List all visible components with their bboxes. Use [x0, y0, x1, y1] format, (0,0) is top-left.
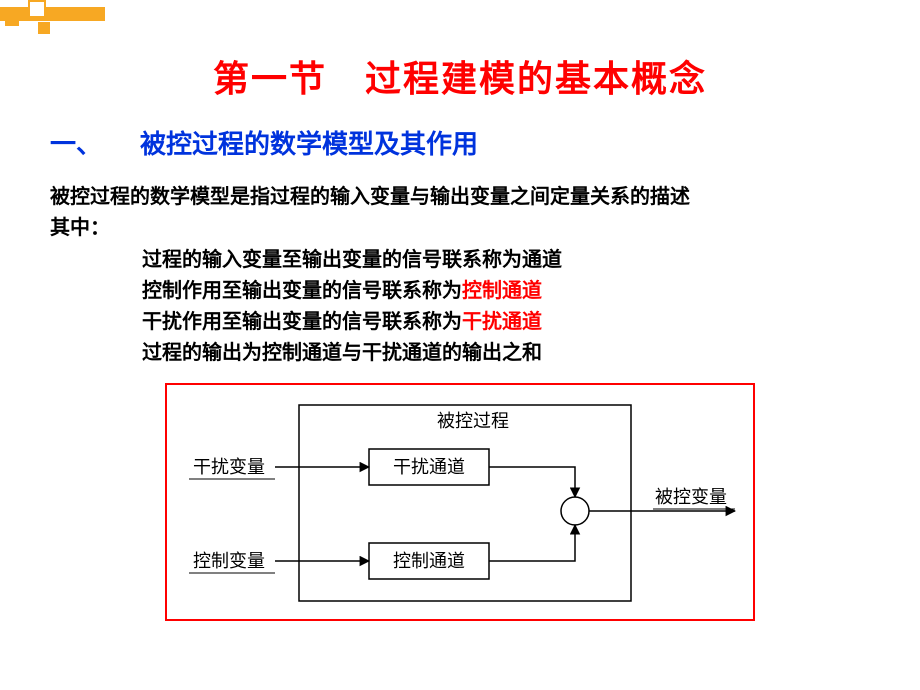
section-text: 被控过程的数学模型及其作用: [140, 129, 478, 159]
svg-text:控制变量: 控制变量: [193, 551, 265, 571]
block-diagram: 被控过程干扰通道控制通道 干扰变量控制变量 被控变量: [165, 383, 755, 621]
page-title: 第一节 过程建模的基本概念: [50, 50, 870, 102]
figure-container: 被控过程干扰通道控制通道 干扰变量控制变量 被控变量: [50, 383, 870, 621]
description-line-2: 其中：: [50, 214, 870, 243]
bullet-item: 控制作用至输出变量的信号联系称为控制通道: [142, 276, 870, 307]
section-heading: 一、被控过程的数学模型及其作用: [50, 124, 870, 161]
svg-text:被控过程: 被控过程: [437, 411, 509, 431]
slide-corner-decoration: [0, 0, 105, 50]
description-line-1: 被控过程的数学模型是指过程的输入变量与输出变量之间定量关系的描述: [50, 183, 870, 212]
svg-text:干扰变量: 干扰变量: [193, 457, 265, 477]
svg-text:控制通道: 控制通道: [393, 551, 465, 571]
svg-text:干扰通道: 干扰通道: [393, 457, 465, 477]
svg-text:被控变量: 被控变量: [655, 487, 727, 507]
bullet-item: 干扰作用至输出变量的信号联系称为干扰通道: [142, 307, 870, 338]
bullet-item: 过程的输出为控制通道与干扰通道的输出之和: [142, 338, 870, 369]
slide-content: 第一节 过程建模的基本概念 一、被控过程的数学模型及其作用 被控过程的数学模型是…: [50, 50, 870, 621]
bullet-list: 过程的输入变量至输出变量的信号联系称为通道 控制作用至输出变量的信号联系称为控制…: [142, 245, 870, 369]
section-number: 一、: [50, 124, 140, 161]
bullet-item: 过程的输入变量至输出变量的信号联系称为通道: [142, 245, 870, 276]
